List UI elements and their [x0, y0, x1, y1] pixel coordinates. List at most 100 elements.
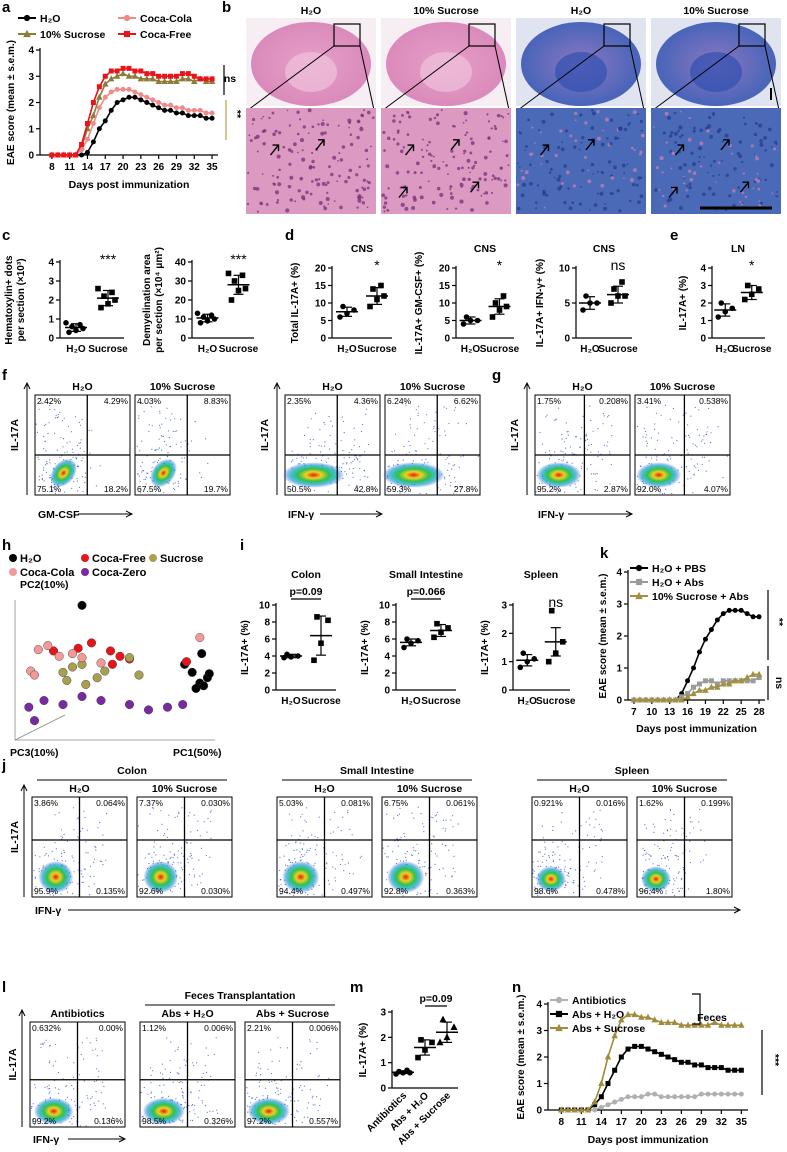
event-dot — [62, 836, 64, 839]
nucleus — [776, 191, 779, 193]
event-dot — [445, 819, 447, 821]
y-tick-label: 30 — [175, 277, 187, 288]
event-dot — [652, 823, 655, 825]
event-dot — [73, 829, 75, 831]
nucleus — [401, 194, 406, 198]
event-dot — [150, 1091, 153, 1093]
event-dot — [86, 1095, 88, 1097]
event-dot — [411, 812, 413, 814]
event-dot — [327, 879, 329, 882]
event-dot — [533, 876, 535, 878]
y-tick-label: 10 — [175, 315, 187, 326]
event-dot — [665, 892, 667, 894]
density — [536, 462, 581, 488]
event-dot — [197, 820, 199, 822]
nucleus — [382, 130, 386, 135]
event-dot — [41, 478, 44, 480]
event-dot — [146, 890, 148, 892]
event-dot — [537, 860, 539, 862]
nucleus — [754, 153, 756, 156]
event-dot — [610, 463, 612, 466]
zoom-line — [494, 45, 510, 111]
event-dot — [150, 1097, 152, 1099]
event-dot — [258, 1085, 260, 1087]
event-dot — [309, 847, 311, 849]
event-dot — [314, 862, 316, 864]
event-dot — [366, 408, 368, 410]
arrow — [404, 144, 415, 156]
event-dot — [400, 893, 402, 895]
event-dot — [417, 806, 419, 808]
event-dot — [593, 870, 595, 872]
event-dot — [642, 854, 644, 856]
nucleus — [487, 136, 491, 140]
event-dot — [586, 468, 588, 470]
y-axis-label: IL-17A+ (%) — [360, 620, 371, 675]
marker — [605, 1081, 611, 1086]
event-dot — [328, 448, 331, 450]
point — [54, 651, 64, 661]
plot-title: 10% Sucrose — [150, 381, 216, 393]
point — [62, 675, 72, 685]
marker — [555, 1010, 563, 1018]
nucleus — [311, 125, 315, 129]
nucleus — [759, 142, 764, 147]
event-dot — [675, 855, 678, 857]
y-tick-label: 0 — [616, 696, 622, 707]
nucleus — [688, 169, 692, 173]
event-dot — [42, 1043, 44, 1045]
event-dot — [532, 861, 534, 863]
event-dot — [288, 859, 290, 862]
legend-label: Abs + Sucrose — [572, 1023, 645, 1035]
event-dot — [139, 480, 141, 482]
event-dot — [77, 883, 79, 885]
event-dot — [359, 461, 361, 463]
quadrant-percent: 5.03% — [279, 798, 304, 808]
event-dot — [71, 448, 73, 450]
quadrant-percent: 1.62% — [639, 798, 664, 808]
event-dot — [644, 891, 646, 893]
nucleus — [305, 190, 309, 195]
axis-label: PC2(10%) — [20, 579, 68, 591]
event-dot — [434, 853, 437, 855]
nucleus — [640, 133, 645, 138]
nucleus — [357, 194, 362, 199]
nucleus — [500, 114, 503, 118]
event-dot — [93, 861, 95, 863]
event-dot — [49, 474, 51, 476]
nucleus — [398, 120, 402, 124]
y-axis-label: IL-17A+ (%) — [480, 620, 491, 675]
point — [162, 702, 172, 712]
marker — [672, 696, 679, 703]
point — [24, 702, 34, 712]
event-dot — [434, 815, 436, 817]
event-dot — [678, 871, 680, 873]
event-dot — [99, 860, 101, 862]
marker — [23, 14, 31, 22]
marker — [598, 1094, 604, 1100]
event-dot — [159, 412, 161, 414]
marker — [231, 278, 238, 284]
marker — [203, 115, 209, 121]
event-dot — [255, 1075, 257, 1077]
nucleus — [753, 180, 757, 184]
nucleus — [692, 162, 697, 167]
nucleus — [503, 183, 508, 188]
event-dot — [315, 1096, 318, 1098]
marker — [96, 105, 102, 111]
marker — [741, 296, 748, 303]
nucleus — [282, 145, 286, 149]
event-dot — [158, 438, 160, 440]
nucleus — [323, 131, 327, 135]
marker — [755, 670, 763, 677]
nucleus — [706, 129, 710, 133]
nucleus — [404, 194, 408, 197]
y-tick-label: 0 — [264, 686, 270, 697]
event-dot — [209, 811, 211, 813]
event-dot — [317, 1110, 319, 1112]
nucleus — [288, 162, 292, 166]
event-dot — [586, 449, 589, 451]
nucleus — [316, 182, 321, 187]
marker — [185, 107, 191, 113]
nucleus — [483, 178, 487, 182]
